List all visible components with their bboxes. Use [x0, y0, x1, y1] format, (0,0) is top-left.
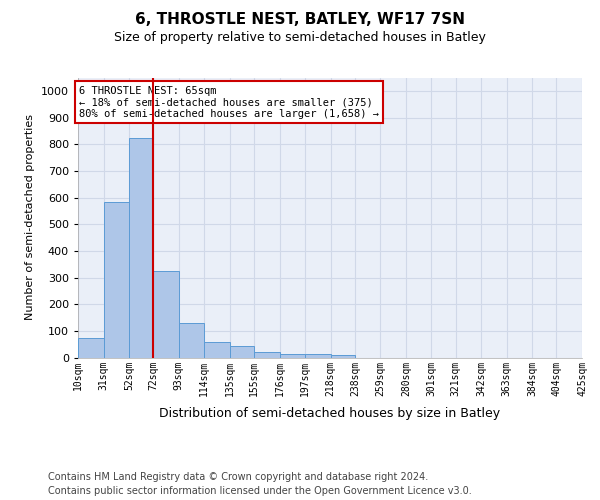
Text: Contains HM Land Registry data © Crown copyright and database right 2024.: Contains HM Land Registry data © Crown c… [48, 472, 428, 482]
Text: Distribution of semi-detached houses by size in Batley: Distribution of semi-detached houses by … [160, 408, 500, 420]
Text: Size of property relative to semi-detached houses in Batley: Size of property relative to semi-detach… [114, 31, 486, 44]
Text: 6 THROSTLE NEST: 65sqm
← 18% of semi-detached houses are smaller (375)
80% of se: 6 THROSTLE NEST: 65sqm ← 18% of semi-det… [79, 86, 379, 118]
Bar [179, 323, 205, 358]
Bar [104, 202, 129, 358]
Bar [305, 354, 331, 358]
Bar [129, 138, 153, 358]
Text: 6, THROSTLE NEST, BATLEY, WF17 7SN: 6, THROSTLE NEST, BATLEY, WF17 7SN [135, 12, 465, 28]
Bar [78, 338, 104, 357]
Bar [153, 271, 179, 358]
Y-axis label: Number of semi-detached properties: Number of semi-detached properties [25, 114, 35, 320]
Bar [254, 352, 280, 358]
Bar [280, 354, 305, 358]
Text: Contains public sector information licensed under the Open Government Licence v3: Contains public sector information licen… [48, 486, 472, 496]
Bar [331, 356, 355, 358]
Bar [205, 342, 230, 357]
Bar [230, 346, 254, 358]
